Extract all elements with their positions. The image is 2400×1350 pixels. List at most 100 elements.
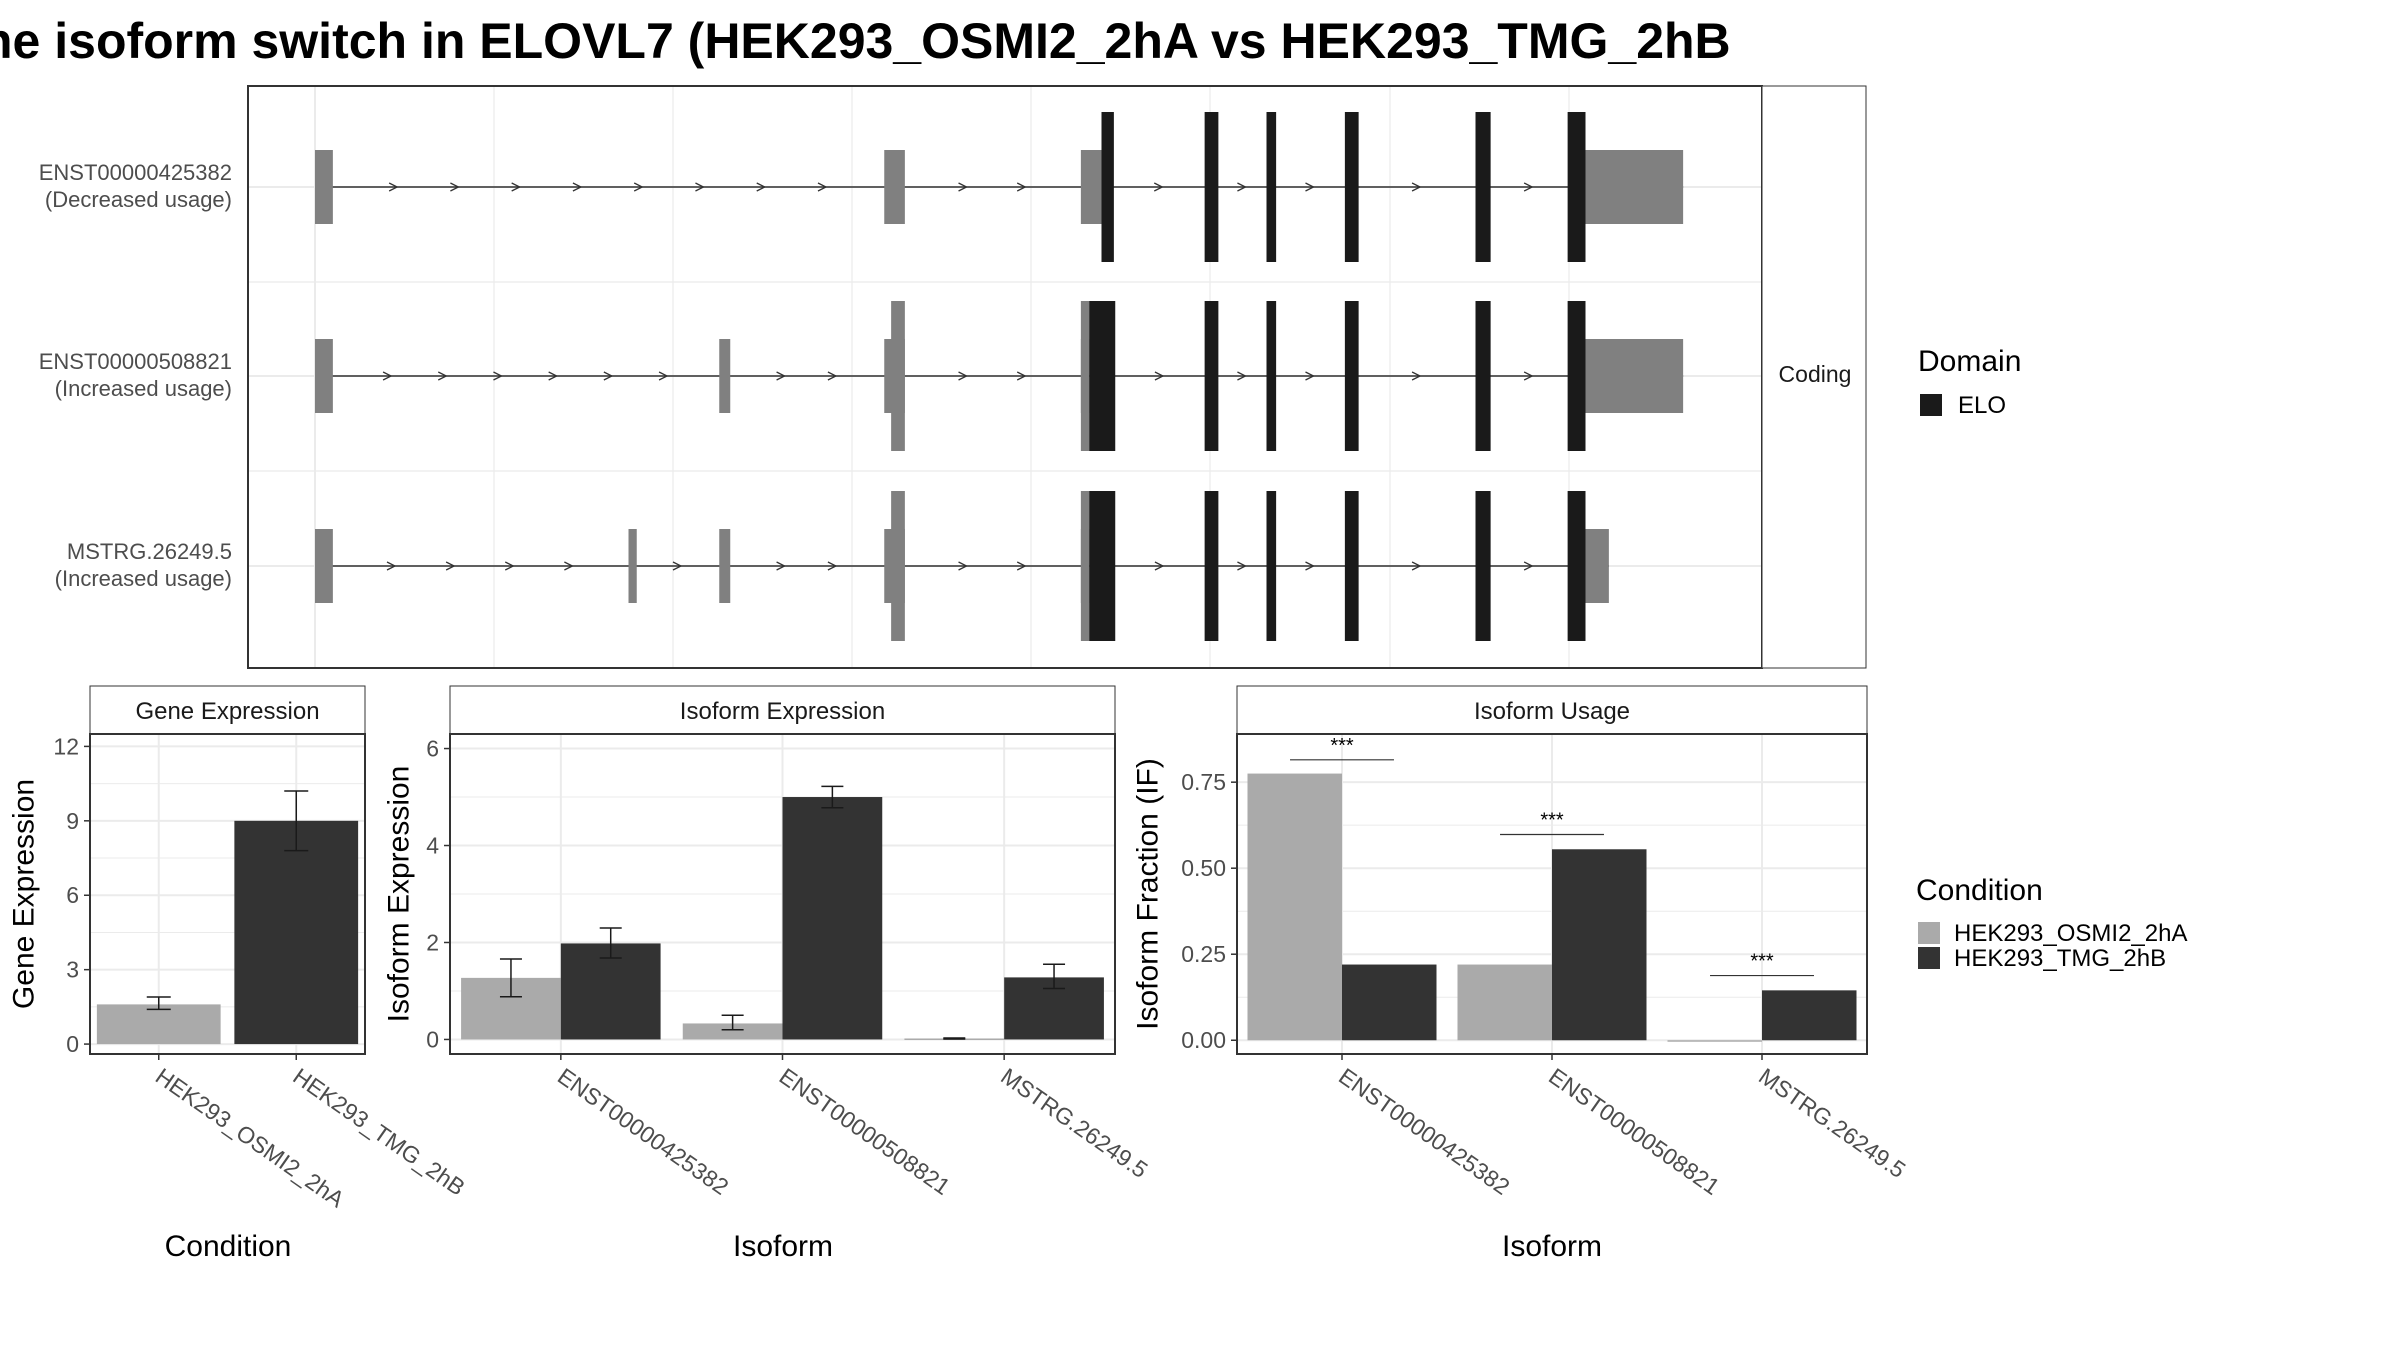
coding-strip (1761, 85, 1867, 669)
utr-exon (315, 150, 333, 224)
direction-arrow (1411, 371, 1422, 381)
transcript-ENST00000425382: ENST00000425382(Decreased usage) (39, 112, 1684, 262)
direction-arrow (1305, 182, 1315, 192)
panel-title: Isoform Usage (1474, 698, 1630, 725)
direction-arrow (493, 371, 503, 381)
direction-arrow (1237, 371, 1247, 381)
direction-arrow (958, 182, 968, 192)
direction-arrow (817, 182, 828, 192)
elo-domain-exon (1204, 491, 1219, 641)
y-tick-label: 0.75 (1181, 769, 1226, 795)
elo-domain-exon (1567, 301, 1586, 451)
significance-label: *** (1540, 809, 1564, 831)
panel-border (89, 733, 366, 1055)
strip-label: Coding (1779, 361, 1852, 387)
elo-domain-exon (1089, 491, 1116, 641)
direction-arrow (695, 182, 705, 192)
bar (1342, 964, 1437, 1041)
direction-arrow (564, 561, 574, 571)
bar (782, 797, 883, 1040)
elo-domain-exon (1089, 301, 1116, 451)
direction-arrow (1154, 371, 1165, 381)
direction-arrow (548, 371, 559, 381)
x-axis-label: Condition (165, 1230, 292, 1263)
transcript-structure-panel: ENST00000425382(Decreased usage)ENST0000… (39, 85, 1867, 669)
direction-arrow (1154, 561, 1165, 571)
elo-domain-exon (1475, 491, 1491, 641)
elo-domain-exon (1344, 491, 1359, 641)
utr-exon (628, 529, 637, 603)
direction-arrow (1305, 561, 1315, 571)
direction-arrow (958, 561, 968, 571)
bar (1667, 1040, 1762, 1042)
y-tick-label: 6 (426, 736, 439, 762)
x-tick-label: MSTRG.26249.5 (996, 1063, 1152, 1183)
y-tick-label: 0 (426, 1026, 439, 1052)
y-tick-label: 0 (66, 1031, 79, 1057)
y-tick-label: 4 (426, 833, 439, 859)
direction-arrow (1523, 371, 1534, 381)
y-axis-label: Gene Expression (8, 779, 41, 1009)
elo-domain-exon (1567, 112, 1586, 262)
direction-arrow (1016, 371, 1027, 381)
elo-domain-exon (1204, 112, 1219, 262)
x-tick-label: ENST00000508821 (775, 1063, 955, 1200)
direction-arrow (672, 561, 683, 571)
x-tick-label: ENST00000425382 (1334, 1063, 1514, 1200)
bar (682, 1023, 783, 1040)
direction-arrow (603, 371, 614, 381)
bar-panel-3: Isoform Usage 0.00 0.25 0.50 0.75 *** *** *** EN… (1132, 685, 1910, 1263)
direction-arrow (756, 182, 767, 192)
utr-exon (719, 339, 731, 413)
elo-domain-exon (1266, 112, 1277, 262)
transcript-label: MSTRG.26249.5 (67, 539, 232, 564)
direction-arrow (1411, 182, 1422, 192)
bar-panel-1: Gene Expression036912HEK293_OSMI2_2hAHEK… (8, 685, 470, 1263)
y-tick-label: 0.00 (1181, 1027, 1226, 1053)
panel-strip (1236, 685, 1868, 735)
bar-chart-panels: Gene Expression036912HEK293_OSMI2_2hAHEK… (8, 685, 1910, 1263)
direction-arrow (1305, 371, 1315, 381)
direction-arrow (1016, 182, 1027, 192)
utr-exon (315, 339, 333, 413)
condition-legend-label: HEK293_TMG_2hB (1954, 945, 2166, 972)
bar (1762, 990, 1857, 1041)
y-tick-label: 0.25 (1181, 941, 1226, 967)
panel-strip (449, 685, 1116, 735)
elo-domain-exon (1266, 301, 1277, 451)
condition-legend-swatch (1918, 922, 1940, 944)
direction-arrow (511, 182, 522, 192)
y-tick-label: 2 (426, 929, 439, 955)
direction-arrow (827, 561, 838, 571)
direction-arrow (1153, 182, 1164, 192)
domain-legend-title: Domain (1918, 345, 2021, 378)
bar (234, 820, 359, 1045)
coding-exon (1080, 491, 1090, 641)
x-tick-label: ENST00000508821 (1544, 1063, 1724, 1200)
elo-domain-exon (1567, 491, 1586, 641)
elo-domain-exon (1344, 301, 1359, 451)
transcript-MSTRG.26249.5: MSTRG.26249.5(Increased usage) (55, 491, 1609, 641)
direction-arrow (633, 182, 644, 192)
elo-domain-exon (1475, 301, 1491, 451)
direction-arrow (504, 561, 515, 571)
direction-arrow (827, 371, 838, 381)
direction-arrow (658, 371, 669, 381)
direction-arrow (1237, 561, 1247, 571)
direction-arrow (958, 371, 968, 381)
direction-arrow (776, 371, 787, 381)
utr-exon (1080, 150, 1102, 224)
transcript-label: ENST00000508821 (39, 349, 232, 374)
y-tick-label: 9 (66, 808, 79, 834)
y-tick-label: 3 (66, 957, 79, 983)
direction-arrow (1237, 182, 1247, 192)
coding-exon (1080, 301, 1090, 451)
domain-legend-swatch (1920, 394, 1942, 416)
direction-arrow (1523, 561, 1534, 571)
x-axis-label: Isoform (1502, 1230, 1602, 1263)
condition-legend-label: HEK293_OSMI2_2hA (1954, 920, 2187, 947)
bar (1457, 964, 1552, 1041)
significance-label: *** (1750, 951, 1774, 973)
transcript-label: ENST00000425382 (39, 160, 232, 185)
